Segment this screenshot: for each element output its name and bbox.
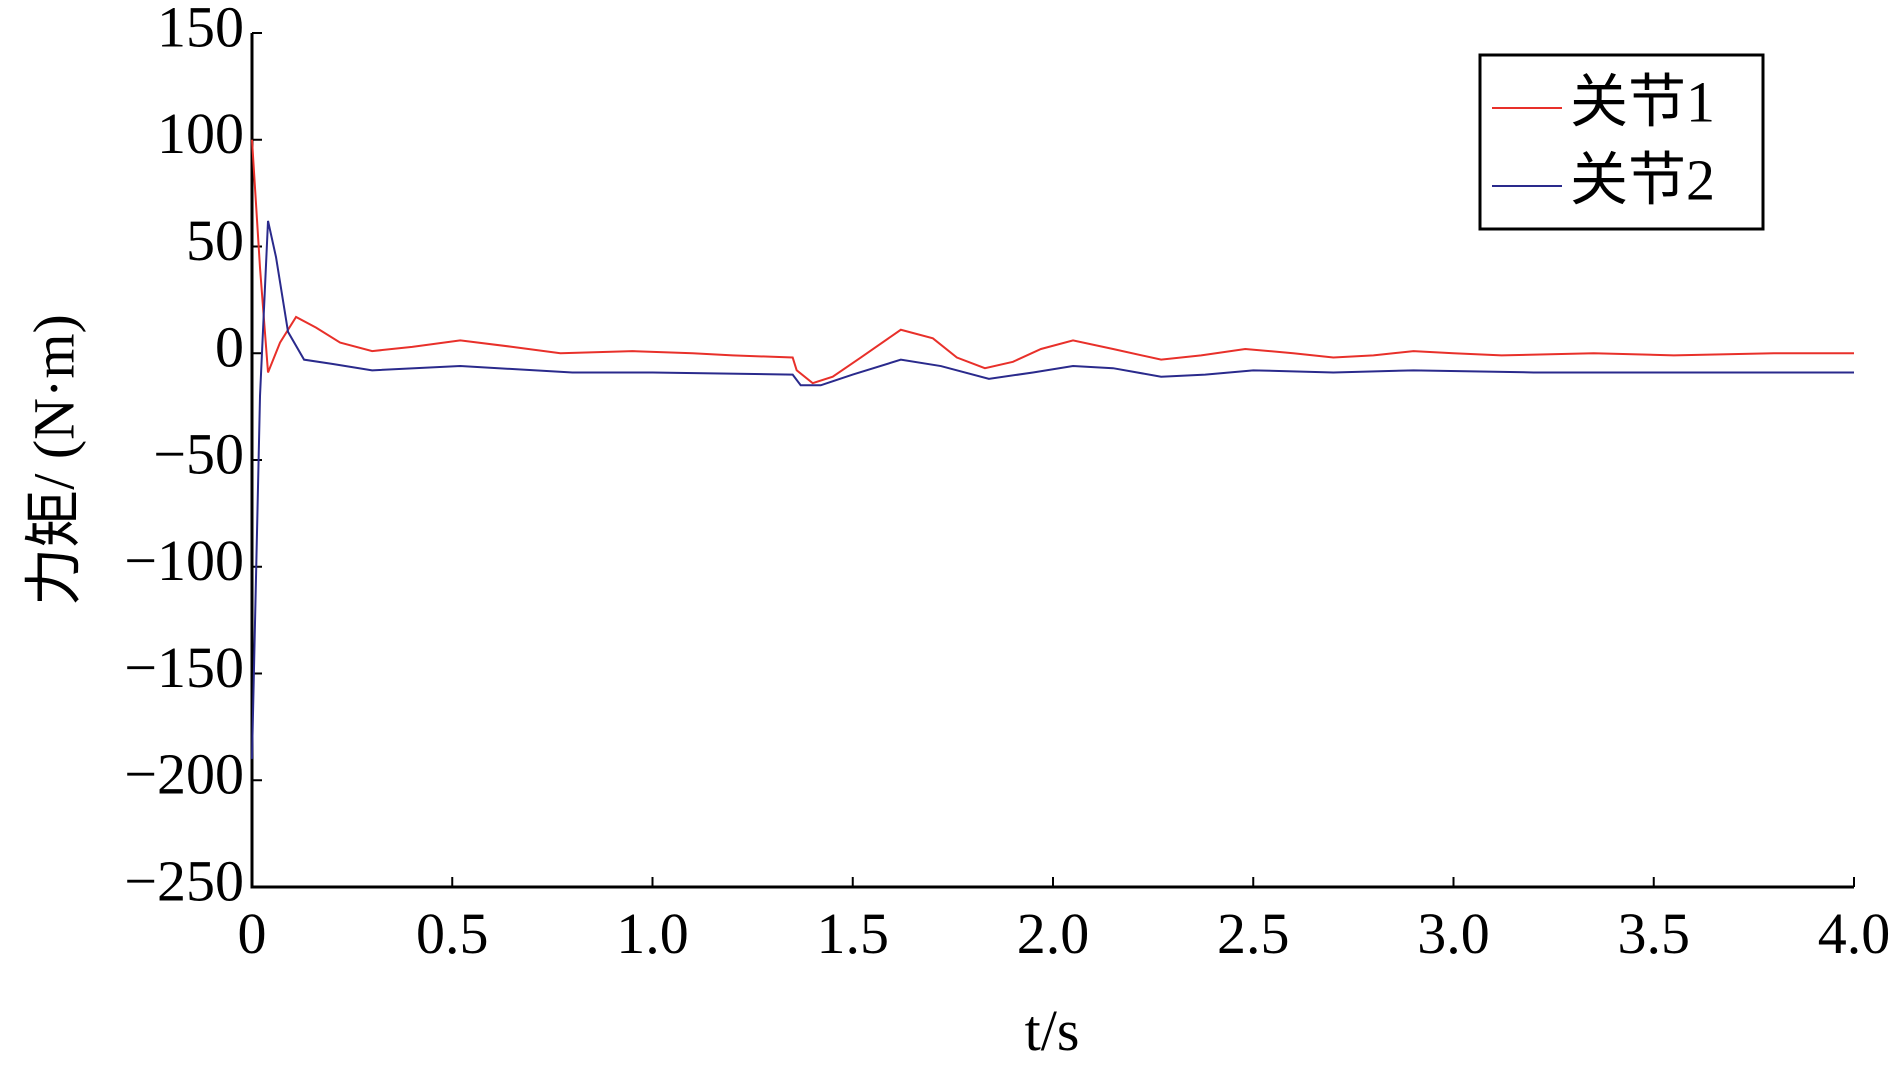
x-tick-label: 1.5 <box>817 901 890 966</box>
y-tick-label: 0 <box>215 315 244 380</box>
x-axis-label: t/s <box>1025 998 1080 1063</box>
y-tick-label: 150 <box>157 0 244 59</box>
series-line <box>251 220 1854 759</box>
x-tick-label: 2.5 <box>1217 901 1290 966</box>
y-tick-label: −250 <box>124 848 244 913</box>
y-tick-label: 50 <box>186 208 244 273</box>
x-tick-label: 3.0 <box>1417 901 1490 966</box>
y-axis-label: 力矩/ (N·m) <box>21 314 86 606</box>
x-tick-label: 4.0 <box>1818 901 1890 966</box>
x-tick-label: 2.0 <box>1017 901 1090 966</box>
y-tick-label: 100 <box>157 101 244 166</box>
y-tick-label: −150 <box>124 635 244 700</box>
y-tick-label: −200 <box>124 742 244 807</box>
legend-label: 关节1 <box>1570 69 1715 134</box>
y-tick-label: −100 <box>124 528 244 593</box>
legend-label: 关节2 <box>1570 147 1715 212</box>
x-tick-label: 1.0 <box>616 901 689 966</box>
legend-box <box>1478 53 1765 231</box>
x-tick-label: 0 <box>238 901 267 966</box>
series-line <box>251 139 1854 385</box>
x-tick-label: 0.5 <box>416 901 489 966</box>
axis-spine <box>250 33 1854 889</box>
x-tick-label: 3.5 <box>1618 901 1691 966</box>
y-tick-label: −50 <box>153 421 244 486</box>
